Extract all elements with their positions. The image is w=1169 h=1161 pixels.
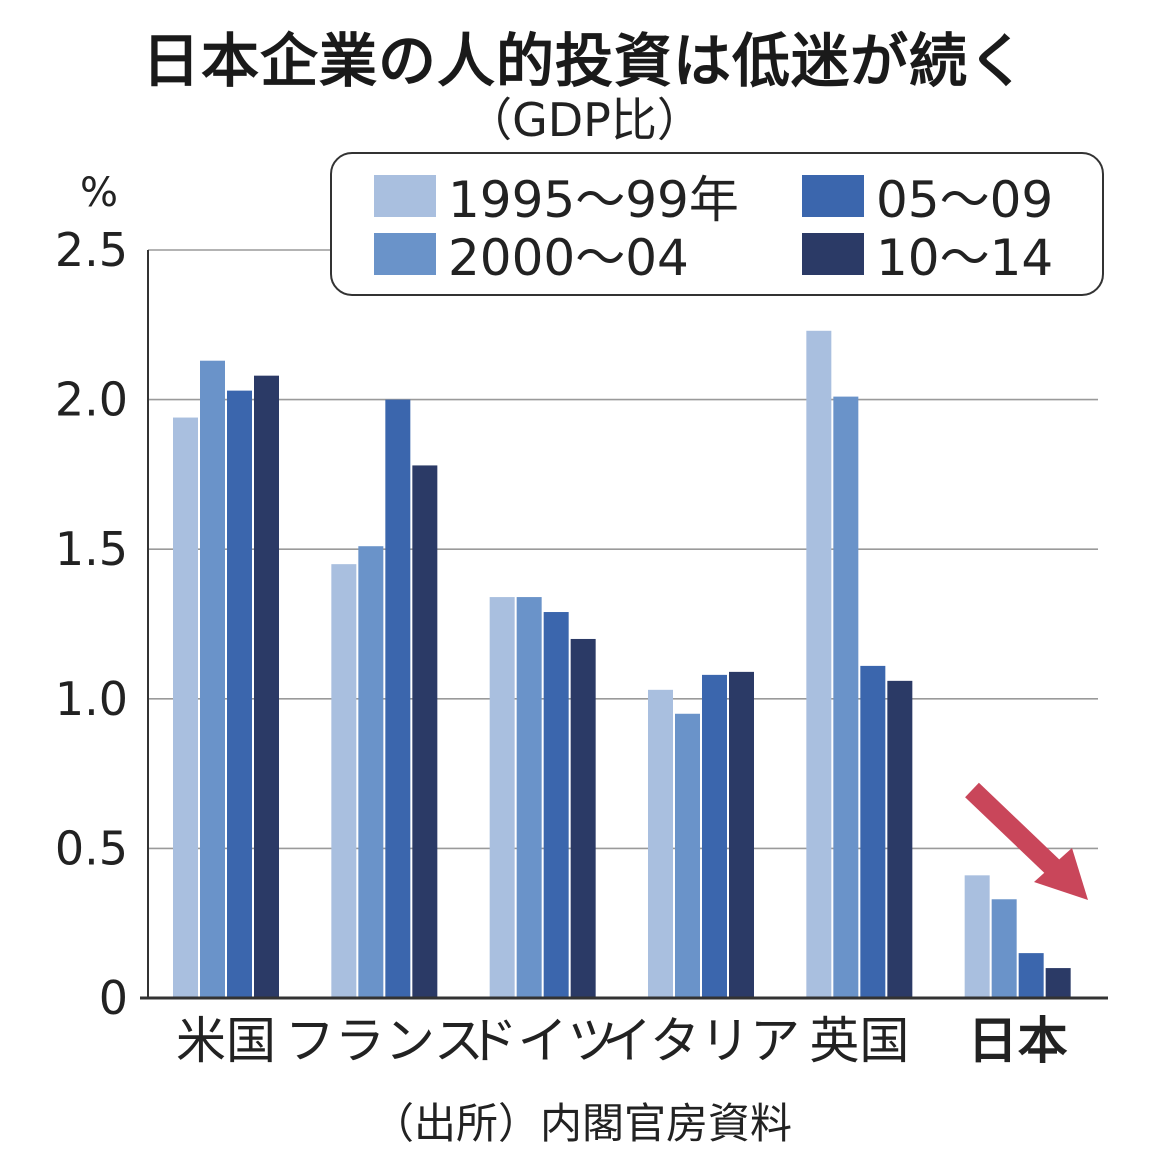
arrow-head xyxy=(1034,848,1088,900)
y-tick-label: 1.0 xyxy=(55,672,128,726)
bar xyxy=(570,638,596,998)
y-axis-unit: % xyxy=(80,170,119,216)
legend-item-1995-99: 1995〜99年 xyxy=(374,168,739,229)
y-tick-label: 1.5 xyxy=(55,522,128,576)
x-tick-label: 英国 xyxy=(809,1012,909,1070)
legend-label-05-09: 05〜09 xyxy=(876,171,1054,229)
legend-swatch-2000-04 xyxy=(374,233,436,275)
chart-subtitle: （GDP比） xyxy=(466,93,703,147)
bar xyxy=(833,396,859,998)
y-tick-label: 2.0 xyxy=(55,373,128,427)
bar xyxy=(675,713,700,998)
bar xyxy=(200,360,225,999)
bar xyxy=(331,564,357,998)
y-tick-label: 2.5 xyxy=(55,223,128,277)
arrow-shaft xyxy=(965,782,1067,882)
gridlines xyxy=(148,249,1098,850)
bar xyxy=(648,689,673,998)
x-tick-label: 米国 xyxy=(176,1012,276,1070)
legend-item-05-09: 05〜09 xyxy=(802,168,1053,229)
x-tick-label: 日本 xyxy=(968,1012,1068,1070)
down-arrow-icon xyxy=(965,782,1088,900)
bar xyxy=(702,674,727,998)
bar xyxy=(1045,968,1071,998)
legend-label-2000-04: 2000〜04 xyxy=(448,229,689,287)
bar xyxy=(806,330,832,998)
bar xyxy=(543,612,569,998)
x-tick-label: フランス xyxy=(285,1012,484,1070)
bar xyxy=(227,390,252,998)
legend-swatch-05-09 xyxy=(802,175,864,217)
source-note: （出所）内閣官房資料 xyxy=(372,1099,793,1148)
bar xyxy=(358,546,384,998)
bars xyxy=(173,330,1071,999)
legend-label-1995-99: 1995〜99年 xyxy=(448,171,739,229)
bar xyxy=(1018,953,1044,998)
y-tick-label: 0 xyxy=(99,971,128,1025)
axes xyxy=(140,250,1108,1000)
x-tick-label: イタリア xyxy=(602,1012,800,1070)
bar xyxy=(173,417,198,998)
legend-swatch-10-14 xyxy=(802,233,864,275)
legend-item-2000-04: 2000〜04 xyxy=(374,226,689,287)
bar xyxy=(991,899,1017,998)
chart-title: 日本企業の人的投資は低迷が続く xyxy=(141,27,1027,95)
bar xyxy=(887,680,913,998)
x-tick-label: ドイツ xyxy=(468,1012,618,1070)
bar xyxy=(729,671,754,998)
bar xyxy=(412,465,438,998)
legend-swatch-1995-99 xyxy=(374,175,436,217)
bar xyxy=(385,399,411,999)
bar xyxy=(254,375,279,998)
legend-item-10-14: 10〜14 xyxy=(802,226,1053,287)
legend-label-10-14: 10〜14 xyxy=(876,229,1054,287)
bar xyxy=(516,597,542,998)
y-tick-label: 0.5 xyxy=(55,821,128,875)
bar xyxy=(489,597,515,998)
legend: 1995〜99年 2000〜04 05〜09 10〜14 xyxy=(330,152,1104,296)
bar xyxy=(964,875,990,998)
bar xyxy=(860,665,886,998)
